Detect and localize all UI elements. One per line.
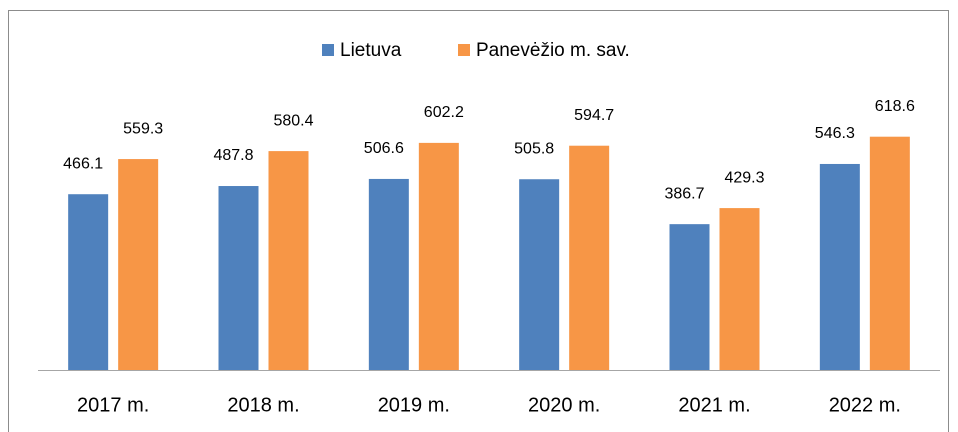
legend-label: Panevėžio m. sav.	[476, 40, 630, 61]
bar	[819, 163, 860, 370]
bar	[569, 145, 610, 370]
bar	[669, 224, 710, 370]
legend-swatch	[322, 44, 334, 56]
bar	[519, 179, 560, 370]
x-tick-label: 2022 m.	[829, 394, 901, 416]
bar	[218, 186, 259, 370]
data-label: 594.7	[574, 107, 614, 124]
bar	[268, 151, 309, 370]
data-label: 466.1	[63, 155, 103, 172]
bar	[719, 208, 760, 370]
x-tick-label: 2020 m.	[528, 394, 600, 416]
bar	[68, 194, 109, 370]
data-label: 580.4	[273, 112, 313, 129]
bar	[118, 159, 159, 370]
bar	[869, 136, 910, 370]
x-tick-label: 2021 m.	[678, 394, 750, 416]
data-label: 546.3	[815, 125, 855, 142]
data-label: 505.8	[514, 140, 554, 157]
data-label: 386.7	[664, 185, 704, 202]
x-tick-label: 2018 m.	[227, 394, 299, 416]
data-label: 487.8	[213, 147, 253, 164]
data-label: 602.2	[424, 104, 464, 121]
x-tick-label: 2019 m.	[378, 394, 450, 416]
data-label: 506.6	[364, 140, 404, 157]
bar	[368, 178, 409, 370]
data-label: 618.6	[875, 98, 915, 115]
chart-frame	[8, 10, 949, 432]
data-label: 429.3	[724, 169, 764, 186]
x-tick-label: 2017 m.	[77, 394, 149, 416]
data-label: 559.3	[123, 120, 163, 137]
bar	[418, 142, 459, 370]
legend-label: Lietuva	[340, 40, 402, 61]
legend-swatch	[458, 44, 470, 56]
